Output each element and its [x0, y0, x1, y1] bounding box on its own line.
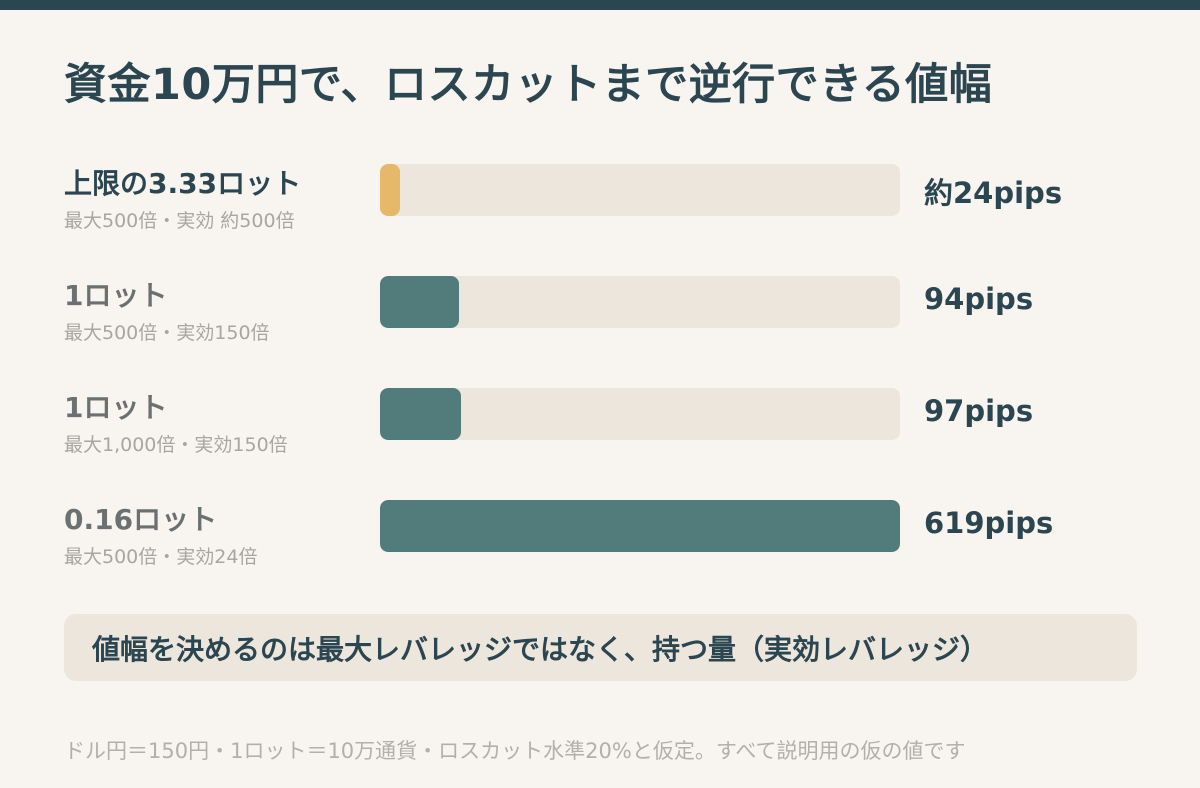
bar-fill [380, 276, 459, 328]
bar-track [380, 500, 900, 552]
bar-value-label: 94pips [924, 282, 1034, 316]
bar-subtitle: 最大500倍・実効24倍 [64, 546, 258, 568]
bar-row: 0.16ロット最大500倍・実効24倍 619pips [0, 498, 1200, 588]
bar-category-label: 上限の3.33ロット [64, 167, 302, 200]
bar-row: 1ロット最大500倍・実効150倍 94pips [0, 274, 1200, 364]
bar-row: 上限の3.33ロット最大500倍・実効 約500倍 約24pips [0, 162, 1200, 252]
bar-category-label: 1ロット [64, 279, 168, 312]
callout-box: 値幅を決めるのは最大レバレッジではなく、持つ量（実効レバレッジ） [64, 614, 1137, 681]
bar-value-label: 97pips [924, 394, 1034, 428]
bar-value-label: 619pips [924, 506, 1054, 540]
bar-category-label: 1ロット [64, 391, 168, 424]
bar-track [380, 164, 900, 216]
bar-fill [380, 500, 900, 552]
bar-row: 1ロット最大1,000倍・実効150倍 97pips [0, 386, 1200, 476]
bar-fill [380, 164, 400, 216]
bar-category-label: 0.16ロット [64, 503, 218, 536]
footnote: ドル円＝150円・1ロット＝10万通貨・ロスカット水準20%と仮定。すべて説明用… [64, 739, 966, 763]
chart-title: 資金10万円で、ロスカットまで逆行できる値幅 [64, 60, 993, 110]
bar-track [380, 276, 900, 328]
callout-text: 値幅を決めるのは最大レバレッジではなく、持つ量（実効レバレッジ） [92, 633, 989, 666]
top-accent-stripe [0, 0, 1200, 10]
bar-subtitle: 最大500倍・実効150倍 [64, 322, 270, 344]
bar-fill [380, 388, 461, 440]
bar-subtitle: 最大1,000倍・実効150倍 [64, 434, 288, 456]
bar-subtitle: 最大500倍・実効 約500倍 [64, 210, 295, 232]
bar-value-label: 約24pips [924, 176, 1063, 210]
bar-track [380, 388, 900, 440]
